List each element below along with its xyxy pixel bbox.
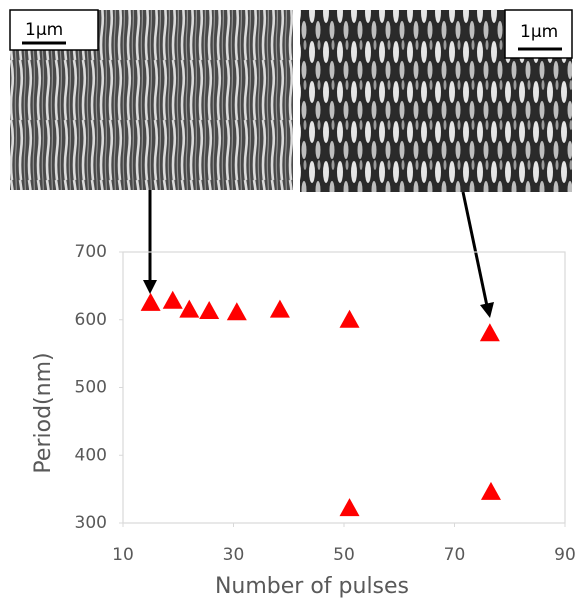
scale-label: 1μm xyxy=(25,20,63,40)
data-point xyxy=(226,302,247,321)
y-tick-label: 600 xyxy=(75,310,107,330)
x-tick-label: 90 xyxy=(554,545,576,565)
x-tick-label: 50 xyxy=(333,545,355,565)
scale-label: 1μm xyxy=(520,22,558,42)
data-point xyxy=(140,292,161,311)
data-point xyxy=(479,323,500,342)
data-point xyxy=(179,299,200,318)
y-axis-label: Period(nm) xyxy=(31,352,56,473)
data-point xyxy=(480,481,501,500)
plot-frame xyxy=(122,251,566,524)
x-tick-label: 10 xyxy=(112,545,134,565)
x-axis-label: Number of pulses xyxy=(215,574,409,599)
data-point xyxy=(199,300,220,319)
data-point xyxy=(162,290,183,309)
y-tick-label: 400 xyxy=(75,445,107,465)
sem-image-left: 1μm xyxy=(9,9,293,190)
y-tick-label: 300 xyxy=(75,513,107,533)
arrows xyxy=(143,190,494,318)
y-tick-label: 500 xyxy=(75,378,107,398)
data-point xyxy=(269,299,290,318)
x-tick-label: 70 xyxy=(444,545,466,565)
data-point xyxy=(339,309,360,328)
sem-image-right: 1μm xyxy=(300,9,573,192)
y-tick-label: 700 xyxy=(75,242,107,262)
x-tick-label: 30 xyxy=(223,545,245,565)
data-point xyxy=(339,498,360,517)
